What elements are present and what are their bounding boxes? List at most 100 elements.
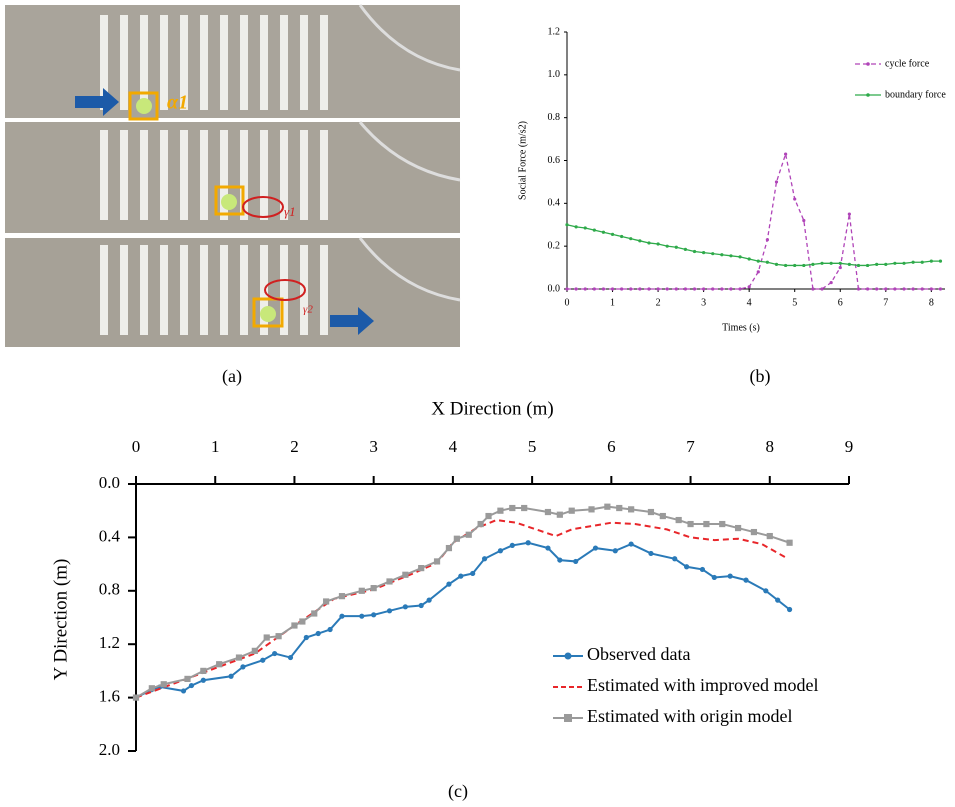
marker [200,667,207,674]
y-tick-label: 0.8 [99,580,120,599]
marker [216,661,223,668]
marker [784,152,788,156]
marker [616,504,623,512]
marker [865,263,870,268]
marker [884,262,888,266]
marker [235,654,243,661]
legend-label: Observed data [587,644,690,664]
marker [629,287,633,291]
marker [291,622,298,629]
marker [263,634,270,641]
marker [692,249,697,254]
marker [647,287,651,291]
x-tick-label: 7 [686,437,695,456]
marker [692,287,697,291]
marker [884,287,888,291]
marker [402,604,408,610]
marker [656,287,660,291]
marker [711,252,715,256]
marker [311,610,318,617]
marker [765,238,769,242]
marker [647,241,651,245]
marker [727,573,733,579]
legend-label: Estimated with origin model [587,706,792,726]
marker [628,541,634,547]
marker [485,512,492,520]
marker [477,520,484,528]
marker [359,613,365,619]
series-line [135,519,787,699]
marker [675,516,682,524]
marker [287,654,294,661]
marker [711,287,715,291]
marker [865,287,870,291]
marker [847,212,851,216]
marker [829,280,833,285]
marker [793,197,797,201]
marker [920,287,924,291]
marker [338,593,346,600]
marker [629,237,633,241]
marker [620,287,624,291]
marker [729,287,733,291]
marker [750,528,758,536]
marker [601,287,606,291]
marker [659,512,666,520]
marker [747,257,751,261]
marker [497,548,504,554]
photo-panel [5,4,461,347]
marker [445,544,453,552]
marker [588,506,595,513]
marker [747,285,751,289]
marker [303,634,309,641]
y-tick-label: 0.6 [548,155,561,166]
marker [856,287,861,291]
marker [638,287,642,291]
marker [402,571,409,578]
marker [327,626,333,633]
x-tick-label: 4 [747,297,752,308]
marker [184,675,191,683]
marker [838,261,842,265]
y-tick-label: 0.2 [548,240,561,251]
panel-label: (a) [222,366,242,387]
marker [251,647,258,654]
marker [465,531,472,538]
marker [556,511,563,518]
marker [371,612,377,618]
marker [847,262,851,266]
marker [766,532,773,540]
marker [339,613,345,619]
marker [525,540,531,546]
marker [521,504,528,512]
marker [875,262,879,266]
marker [647,508,655,516]
marker [574,225,578,229]
series-line [567,151,941,290]
marker [929,287,933,291]
legend-marker [866,93,870,97]
marker [545,545,551,551]
x-tick-label: 2 [290,437,299,456]
marker [583,287,587,291]
marker [820,261,824,265]
x-tick-label: 6 [607,437,616,456]
chart: 0 1 2 3 4 5 6 7 8 9 0.0 0.4 0.8 1.2 1.6 2.0 X Direction … [50,398,853,759]
photo-annotation: γ1 [284,204,296,219]
marker [811,287,815,291]
marker [786,606,793,613]
panel-label: (c) [448,781,468,802]
marker [604,503,611,510]
marker [729,254,733,258]
marker [544,508,552,516]
marker [938,259,943,263]
marker [315,630,321,637]
marker [446,581,452,587]
marker [687,520,694,528]
marker [610,232,615,236]
marker [509,542,515,549]
marker [648,550,654,557]
marker [358,587,365,594]
y-tick-label: 0.0 [99,473,120,492]
